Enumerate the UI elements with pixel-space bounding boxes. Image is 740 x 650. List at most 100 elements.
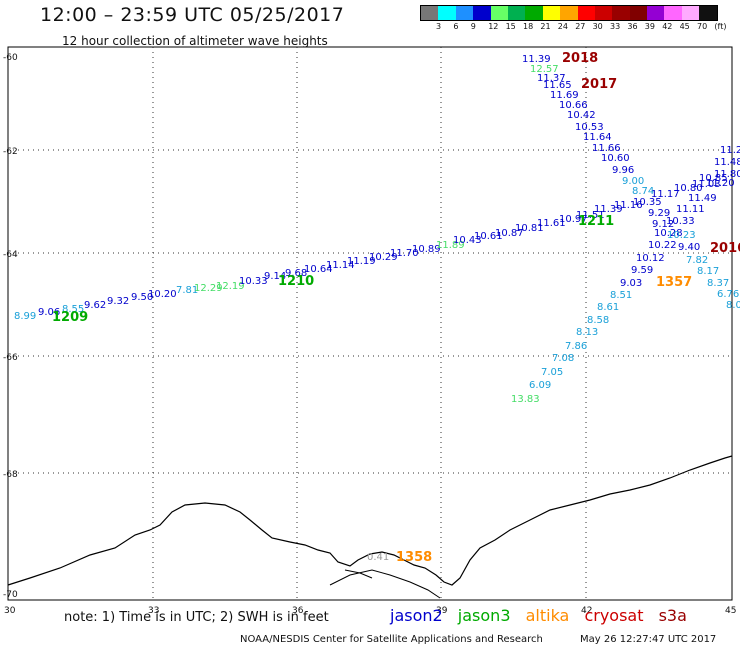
wave-height-label: 8.0 (726, 300, 740, 311)
wave-height-label: 10.87 (495, 228, 524, 239)
satellite-name: altika (525, 606, 570, 625)
satellite-name: s3a (658, 606, 687, 625)
wave-height-label: 10.53 (575, 122, 604, 133)
wave-height-label: 6.09 (529, 380, 551, 391)
wave-height-label: 8.17 (697, 266, 719, 277)
wave-height-label: 11.11 (676, 204, 705, 215)
wave-height-label: 10.28 (654, 228, 683, 239)
time-label: 1357 (656, 275, 692, 290)
legend-swatch (525, 6, 543, 20)
wave-height-label: 11.39 (594, 204, 623, 215)
wave-height-label: 11.66 (592, 143, 621, 154)
legend-swatch (542, 6, 561, 20)
wave-height-label: 9.29 (648, 208, 670, 219)
legend-swatch (612, 6, 630, 20)
wave-height-label: 11.20 (706, 178, 735, 189)
wave-height-label: 7.05 (541, 367, 563, 378)
wave-height-label: 10.66 (559, 100, 588, 111)
wave-height-label: 8.58 (587, 315, 609, 326)
time-label: 2018 (562, 51, 598, 66)
y-tick-label: -60 (3, 53, 18, 63)
legend-swatch (699, 6, 717, 20)
wave-height-label: 9.00 (622, 176, 644, 187)
wave-height-label: 13.83 (511, 394, 540, 405)
wave-height-label: 7.82 (686, 255, 708, 266)
satellite-legend: jason2 jason3 altika cryosat s3a (390, 606, 697, 625)
wave-height-label: 10.42 (567, 110, 596, 121)
wave-height-label: 8.74 (632, 186, 654, 197)
wave-height-label: 11.17 (651, 189, 680, 200)
legend-label: 27 (575, 22, 586, 31)
wave-height-label: 0.41 (367, 552, 389, 563)
wave-height-label: 11.61 (537, 218, 566, 229)
wave-height-label: 7.08 (552, 353, 574, 364)
legend-label: 6 (453, 22, 459, 31)
y-tick-label: -62 (3, 147, 18, 157)
time-label: 1211 (578, 214, 614, 229)
wave-height-label: 9.32 (107, 296, 129, 307)
legend-swatch (594, 6, 613, 20)
wave-height-label: 11.80 (714, 169, 740, 180)
wave-height-label: 11.16 (614, 200, 643, 211)
legend-label: 33 (610, 22, 621, 31)
wave-height-label: 8.51 (610, 290, 632, 301)
wave-height-label: 10.43 (453, 235, 482, 246)
legend-label: 30 (592, 22, 603, 31)
time-label: 1209 (52, 310, 88, 325)
wave-height-label: 9.62 (84, 300, 106, 311)
wave-height-label: 10.60 (601, 153, 630, 164)
wave-height-label: 10.81 (515, 223, 544, 234)
legend-label: 39 (644, 22, 655, 31)
wave-height-label: 10.33 (666, 216, 695, 227)
wave-height-label: 11.19 (347, 256, 376, 267)
wave-height-label: 11.70 (390, 248, 419, 259)
legend-swatch (507, 6, 526, 20)
legend-label: 21 (540, 22, 551, 31)
x-tick-label: 30 (4, 606, 16, 616)
wave-height-label: 10.64 (304, 264, 333, 275)
time-label: 1358 (396, 550, 432, 565)
wave-height-label: 9.03 (620, 278, 642, 289)
wave-height-label: 8.55 (62, 304, 84, 315)
legend-swatch (664, 6, 682, 20)
time-label: 2017 (581, 77, 617, 92)
wave-height-label: 10.97 (559, 214, 588, 225)
x-tick-label: 45 (725, 606, 736, 616)
wave-height-label: 11.69 (550, 90, 579, 101)
x-tick-label: 42 (581, 606, 592, 616)
wave-height-label: 9.96 (612, 165, 634, 176)
legend-label: 36 (627, 22, 638, 31)
legend-label: (ft) (714, 22, 727, 31)
wave-height-label: 8.37 (707, 278, 729, 289)
wave-height-label: 9.06 (38, 307, 60, 318)
wave-height-label: 11.51 (576, 210, 605, 221)
legend-swatch (681, 6, 700, 20)
map-title: 12:00 – 23:59 UTC 05/25/2017 (40, 4, 345, 26)
wave-height-label: 9.50 (131, 292, 153, 303)
y-tick-label: -68 (3, 470, 18, 480)
wave-height-label: 12.29 (194, 283, 223, 294)
legend-label: 12 (488, 22, 499, 31)
legend-label: 18 (523, 22, 534, 31)
wave-height-label: 11.27 (720, 145, 740, 156)
time-label: 2016 (710, 241, 740, 256)
y-tick-label: -64 (3, 250, 18, 260)
wave-height-label: 12.19 (216, 281, 245, 292)
wave-height-label: 11.14 (326, 260, 355, 271)
x-tick-label: 33 (148, 606, 159, 616)
map-subtitle: 12 hour collection of altimeter wave hei… (62, 34, 328, 48)
wave-height-label: 7.86 (565, 341, 587, 352)
wave-height-label: 9.12 (652, 219, 674, 230)
legend-label: 3 (436, 22, 442, 31)
wave-height-label: 7.81 (176, 285, 198, 296)
credit-line: NOAA/NESDIS Center for Satellite Applica… (240, 634, 543, 645)
legend-label: 15 (505, 22, 516, 31)
wave-height-label: 9.59 (631, 265, 653, 276)
wave-height-label: 12.57 (530, 64, 559, 75)
legend-swatch (560, 6, 578, 20)
legend-swatch (629, 6, 648, 20)
wave-height-label: 6.76 (717, 289, 739, 300)
legend-swatch (490, 6, 508, 20)
legend-swatch (421, 6, 439, 20)
footnote: note: 1) Time is in UTC; 2) SWH is in fe… (64, 610, 329, 625)
